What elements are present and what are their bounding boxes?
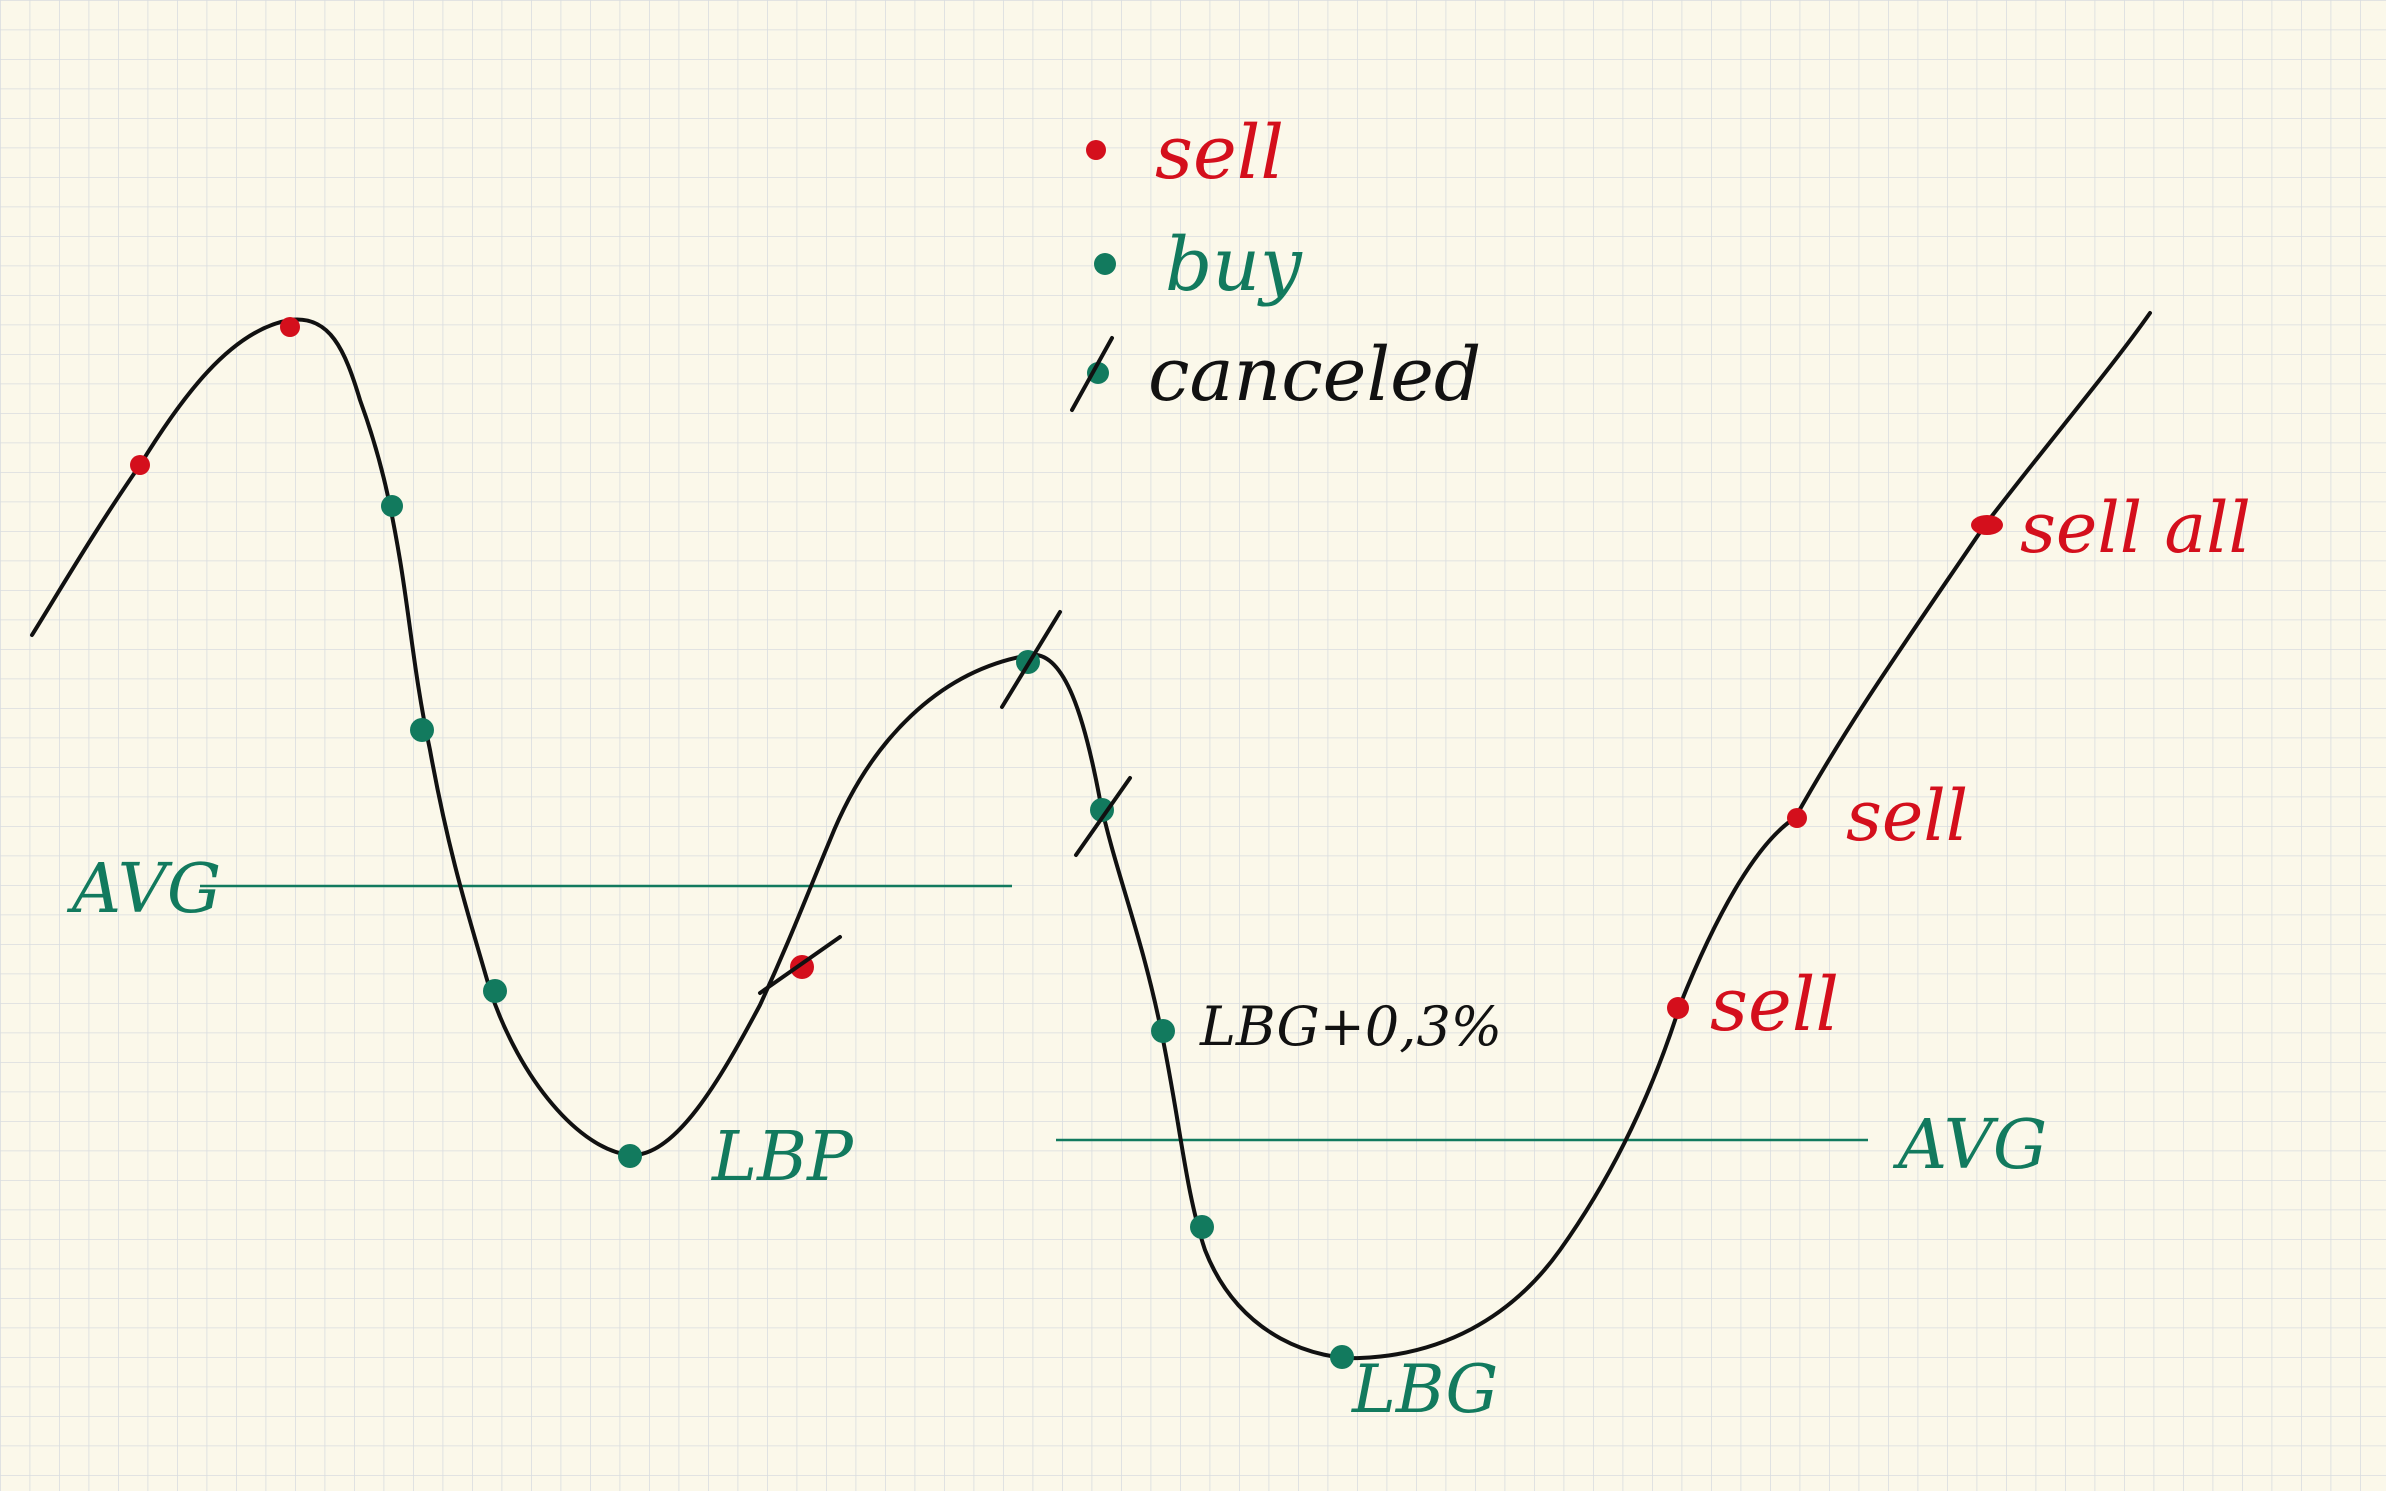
legend-canceled-label: canceled [1148, 332, 1481, 418]
buy-marker [483, 979, 507, 1003]
legend-sell-label: sell [1155, 110, 1284, 196]
buy-marker-canceled [1090, 798, 1114, 822]
legend-buy-dot [1094, 253, 1116, 275]
legend: sell buy canceled [1070, 110, 1481, 418]
sell-marker [1667, 997, 1689, 1019]
sell-marker [1971, 515, 2003, 535]
cancel-slash [758, 935, 842, 995]
sell-marker [280, 317, 300, 337]
buy-marker [1151, 1019, 1175, 1043]
price-curve [30, 311, 2152, 1361]
lbg-label: LBG [1351, 1351, 1498, 1428]
buy-marker [381, 495, 403, 517]
sell-label-low: sell [1710, 962, 1839, 1048]
buy-marker [618, 1144, 642, 1168]
legend-buy-label: buy [1165, 222, 1303, 308]
lbp-label: LBP [710, 1118, 854, 1197]
legend-sell-dot [1086, 140, 1106, 160]
avg-label-right: AVG [1892, 1106, 2047, 1185]
curve-markers [130, 317, 2003, 1369]
sell-all-label: sell all [2020, 487, 2251, 569]
buy-marker [410, 718, 434, 742]
legend-cancel-slash [1070, 336, 1114, 412]
cancel-slash [1000, 610, 1062, 709]
sell-marker [1787, 808, 1807, 828]
legend-canceled-dot [1087, 362, 1109, 384]
avg-label-left: AVG [66, 850, 221, 929]
buy-marker [1330, 1345, 1354, 1369]
cancel-slash [1074, 776, 1132, 857]
buy-marker [1190, 1215, 1214, 1239]
sell-label-mid: sell [1846, 775, 1968, 857]
lbg-plus-label: LBG+0,3% [1199, 995, 1502, 1058]
sell-marker [130, 455, 150, 475]
